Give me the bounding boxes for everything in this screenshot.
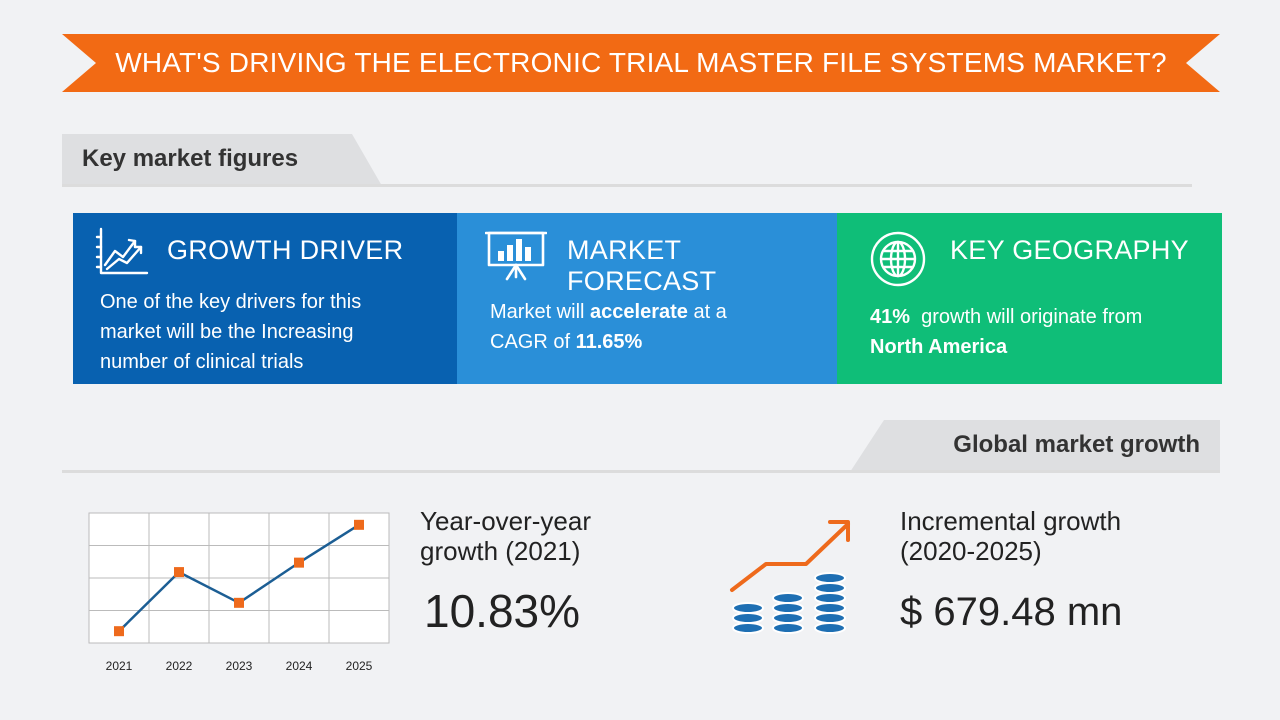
forecast-text-mid: at a CAGR of — [490, 301, 727, 353]
section-divider — [62, 184, 1192, 187]
growth-line-chart: 2021 2022 2023 2024 2025 — [88, 512, 390, 673]
banner-ribbon — [62, 34, 1220, 92]
coin — [814, 612, 846, 624]
presentation-board-icon — [485, 231, 547, 281]
coin — [772, 622, 804, 634]
growth-chart-icon — [95, 227, 149, 275]
coin — [814, 592, 846, 604]
coin — [732, 602, 764, 614]
chart-tick-label: 2024 — [286, 659, 313, 673]
yoy-growth-value: 10.83% — [424, 585, 581, 637]
chart-tick-label: 2022 — [166, 659, 193, 673]
globe-icon — [870, 231, 926, 287]
coin — [732, 622, 764, 634]
growth-driver-panel: GROWTH DRIVER One of the key drivers for… — [73, 213, 457, 384]
geography-region: North America — [870, 336, 1008, 358]
key-figures-heading: Key market figures — [82, 145, 299, 172]
chart-tick-label: 2025 — [346, 659, 373, 673]
geography-text-mid: growth will originate from — [910, 306, 1148, 328]
coin — [814, 622, 846, 634]
title-banner: WHAT'S DRIVING THE ELECTRONIC TRIAL MAST… — [62, 34, 1220, 92]
chart-point-2025 — [354, 519, 364, 530]
forecast-text-pre: Market will — [490, 301, 591, 323]
coin — [732, 612, 764, 624]
chart-point-2024 — [294, 557, 304, 568]
coin-stacks-growth-icon — [730, 520, 850, 634]
coin — [772, 592, 804, 604]
chart-tick-label: 2023 — [226, 659, 253, 673]
section-divider-2 — [62, 470, 1220, 473]
forecast-text-accelerate: accelerate — [590, 301, 688, 323]
incremental-growth-label: Incremental growth (2020-2025) — [900, 506, 1122, 566]
growth-driver-text: One of the key drivers for this market w… — [100, 291, 362, 373]
growth-driver-title: GROWTH DRIVER — [167, 235, 404, 265]
chart-point-2021 — [114, 626, 124, 637]
chart-point-2022 — [174, 567, 184, 578]
key-geography-title: KEY GEOGRAPHY — [950, 235, 1189, 265]
forecast-cagr-value: 11.65% — [575, 331, 643, 353]
global-growth-tab: Global market growth — [850, 420, 1220, 472]
chart-tick-label: 2021 — [106, 659, 133, 673]
incremental-growth-value: $ 679.48 mn — [900, 590, 1123, 634]
geography-percent: 41% — [870, 306, 911, 328]
key-figures-tab: Key market figures — [62, 134, 382, 186]
market-forecast-title: MARKET FORECAST — [567, 235, 717, 296]
coin — [772, 612, 804, 624]
coin — [814, 582, 846, 594]
coin — [772, 602, 804, 614]
market-forecast-text: Market will accelerate at a CAGR of 11.6… — [490, 297, 790, 357]
key-geography-panel: KEY GEOGRAPHY 41% growth will originate … — [837, 213, 1222, 384]
yoy-growth-label: Year-over-year growth (2021) — [420, 506, 592, 566]
key-geography-text: 41% growth will originate from North Ame… — [870, 302, 1190, 362]
coin — [814, 602, 846, 614]
chart-point-2023 — [234, 597, 244, 608]
banner-title: WHAT'S DRIVING THE ELECTRONIC TRIAL MAST… — [115, 47, 1167, 78]
coin — [814, 572, 846, 584]
global-growth-heading: Global market growth — [953, 431, 1200, 458]
market-forecast-panel: MARKET FORECAST Market will accelerate a… — [457, 213, 837, 384]
